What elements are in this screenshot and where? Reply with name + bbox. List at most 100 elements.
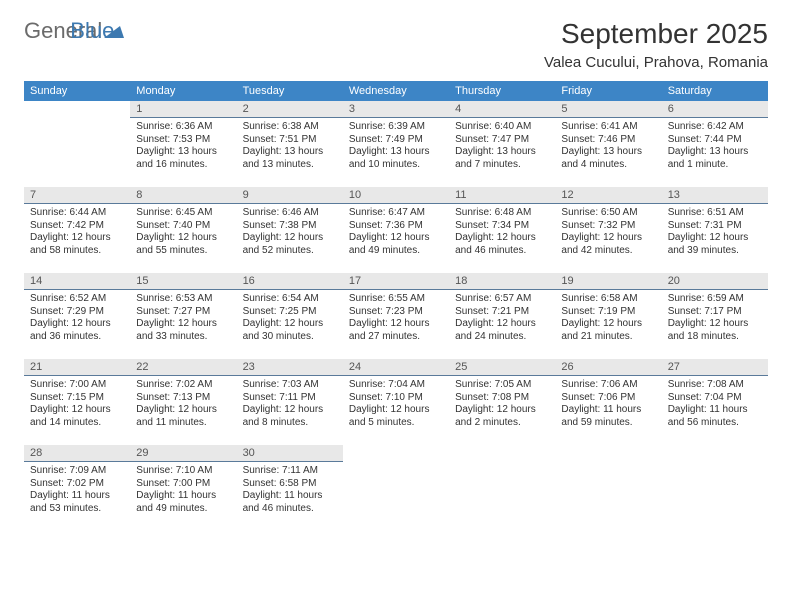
sunrise-text: Sunrise: 6:46 AM — [243, 207, 337, 220]
day-content: Sunrise: 6:55 AMSunset: 7:23 PMDaylight:… — [343, 290, 449, 347]
day-number: 20 — [662, 273, 768, 290]
calendar-table: Sunday Monday Tuesday Wednesday Thursday… — [24, 81, 768, 531]
day-content: Sunrise: 6:42 AMSunset: 7:44 PMDaylight:… — [662, 118, 768, 175]
calendar-cell: 2Sunrise: 6:38 AMSunset: 7:51 PMDaylight… — [237, 101, 343, 187]
calendar-row: 1Sunrise: 6:36 AMSunset: 7:53 PMDaylight… — [24, 101, 768, 187]
sunrise-text: Sunrise: 6:48 AM — [455, 207, 549, 220]
calendar-cell: 12Sunrise: 6:50 AMSunset: 7:32 PMDayligh… — [555, 187, 661, 273]
sunset-text: Sunset: 7:49 PM — [349, 134, 443, 147]
location-subtitle: Valea Cucului, Prahova, Romania — [544, 54, 768, 71]
sunset-text: Sunset: 7:40 PM — [136, 220, 230, 233]
daylight-text: Daylight: 12 hours and 8 minutes. — [243, 404, 337, 429]
sunrise-text: Sunrise: 6:57 AM — [455, 293, 549, 306]
daylight-text: Daylight: 11 hours and 53 minutes. — [30, 490, 124, 515]
calendar-cell: 3Sunrise: 6:39 AMSunset: 7:49 PMDaylight… — [343, 101, 449, 187]
daylight-text: Daylight: 13 hours and 7 minutes. — [455, 146, 549, 171]
calendar-cell — [449, 445, 555, 531]
day-number: 13 — [662, 187, 768, 204]
sunset-text: Sunset: 7:46 PM — [561, 134, 655, 147]
day-content: Sunrise: 7:08 AMSunset: 7:04 PMDaylight:… — [662, 376, 768, 433]
sunrise-text: Sunrise: 7:11 AM — [243, 465, 337, 478]
calendar-cell: 25Sunrise: 7:05 AMSunset: 7:08 PMDayligh… — [449, 359, 555, 445]
day-content: Sunrise: 6:52 AMSunset: 7:29 PMDaylight:… — [24, 290, 130, 347]
daylight-text: Daylight: 13 hours and 13 minutes. — [243, 146, 337, 171]
calendar-cell — [555, 445, 661, 531]
daylight-text: Daylight: 12 hours and 49 minutes. — [349, 232, 443, 257]
daylight-text: Daylight: 11 hours and 56 minutes. — [668, 404, 762, 429]
calendar-cell — [343, 445, 449, 531]
sunrise-text: Sunrise: 6:58 AM — [561, 293, 655, 306]
sunset-text: Sunset: 7:21 PM — [455, 306, 549, 319]
daylight-text: Daylight: 12 hours and 21 minutes. — [561, 318, 655, 343]
sunset-text: Sunset: 7:00 PM — [136, 478, 230, 491]
day-number: 16 — [237, 273, 343, 290]
calendar-cell: 9Sunrise: 6:46 AMSunset: 7:38 PMDaylight… — [237, 187, 343, 273]
day-number: 28 — [24, 445, 130, 462]
sunset-text: Sunset: 7:13 PM — [136, 392, 230, 405]
day-number: 23 — [237, 359, 343, 376]
sunrise-text: Sunrise: 7:05 AM — [455, 379, 549, 392]
day-number: 2 — [237, 101, 343, 118]
sunset-text: Sunset: 7:02 PM — [30, 478, 124, 491]
sunrise-text: Sunrise: 7:08 AM — [668, 379, 762, 392]
day-content: Sunrise: 7:00 AMSunset: 7:15 PMDaylight:… — [24, 376, 130, 433]
daylight-text: Daylight: 13 hours and 1 minute. — [668, 146, 762, 171]
sunset-text: Sunset: 7:47 PM — [455, 134, 549, 147]
day-content: Sunrise: 7:04 AMSunset: 7:10 PMDaylight:… — [343, 376, 449, 433]
day-number: 19 — [555, 273, 661, 290]
daylight-text: Daylight: 12 hours and 14 minutes. — [30, 404, 124, 429]
calendar-cell: 22Sunrise: 7:02 AMSunset: 7:13 PMDayligh… — [130, 359, 236, 445]
sunrise-text: Sunrise: 6:54 AM — [243, 293, 337, 306]
day-content: Sunrise: 6:47 AMSunset: 7:36 PMDaylight:… — [343, 204, 449, 261]
sunrise-text: Sunrise: 7:10 AM — [136, 465, 230, 478]
calendar-cell: 6Sunrise: 6:42 AMSunset: 7:44 PMDaylight… — [662, 101, 768, 187]
sunrise-text: Sunrise: 6:39 AM — [349, 121, 443, 134]
sunset-text: Sunset: 7:08 PM — [455, 392, 549, 405]
daylight-text: Daylight: 12 hours and 24 minutes. — [455, 318, 549, 343]
day-content: Sunrise: 6:48 AMSunset: 7:34 PMDaylight:… — [449, 204, 555, 261]
day-number: 14 — [24, 273, 130, 290]
sunrise-text: Sunrise: 6:45 AM — [136, 207, 230, 220]
calendar-cell: 23Sunrise: 7:03 AMSunset: 7:11 PMDayligh… — [237, 359, 343, 445]
daylight-text: Daylight: 12 hours and 36 minutes. — [30, 318, 124, 343]
day-content: Sunrise: 7:09 AMSunset: 7:02 PMDaylight:… — [24, 462, 130, 519]
sunrise-text: Sunrise: 6:42 AM — [668, 121, 762, 134]
sunrise-text: Sunrise: 6:47 AM — [349, 207, 443, 220]
sunrise-text: Sunrise: 7:06 AM — [561, 379, 655, 392]
sunrise-text: Sunrise: 6:41 AM — [561, 121, 655, 134]
day-number: 10 — [343, 187, 449, 204]
sunset-text: Sunset: 7:51 PM — [243, 134, 337, 147]
day-number: 6 — [662, 101, 768, 118]
weekday-header: Thursday — [449, 81, 555, 101]
weekday-header: Wednesday — [343, 81, 449, 101]
day-content: Sunrise: 7:02 AMSunset: 7:13 PMDaylight:… — [130, 376, 236, 433]
sunrise-text: Sunrise: 7:09 AM — [30, 465, 124, 478]
daylight-text: Daylight: 12 hours and 46 minutes. — [455, 232, 549, 257]
day-content: Sunrise: 6:39 AMSunset: 7:49 PMDaylight:… — [343, 118, 449, 175]
day-content: Sunrise: 6:54 AMSunset: 7:25 PMDaylight:… — [237, 290, 343, 347]
day-number: 18 — [449, 273, 555, 290]
calendar-cell: 28Sunrise: 7:09 AMSunset: 7:02 PMDayligh… — [24, 445, 130, 531]
calendar-cell: 18Sunrise: 6:57 AMSunset: 7:21 PMDayligh… — [449, 273, 555, 359]
daylight-text: Daylight: 12 hours and 58 minutes. — [30, 232, 124, 257]
header: General Blue September 2025 Valea Cuculu… — [24, 18, 768, 71]
sunrise-text: Sunrise: 7:04 AM — [349, 379, 443, 392]
brand-logo: General Blue — [24, 18, 114, 44]
calendar-cell: 10Sunrise: 6:47 AMSunset: 7:36 PMDayligh… — [343, 187, 449, 273]
day-number: 1 — [130, 101, 236, 118]
day-content: Sunrise: 6:51 AMSunset: 7:31 PMDaylight:… — [662, 204, 768, 261]
day-content: Sunrise: 7:10 AMSunset: 7:00 PMDaylight:… — [130, 462, 236, 519]
brand-part2: Blue — [70, 18, 114, 44]
page-title: September 2025 — [544, 18, 768, 50]
day-content: Sunrise: 7:06 AMSunset: 7:06 PMDaylight:… — [555, 376, 661, 433]
sunset-text: Sunset: 7:25 PM — [243, 306, 337, 319]
daylight-text: Daylight: 12 hours and 5 minutes. — [349, 404, 443, 429]
day-content: Sunrise: 6:44 AMSunset: 7:42 PMDaylight:… — [24, 204, 130, 261]
day-number: 4 — [449, 101, 555, 118]
day-content: Sunrise: 7:05 AMSunset: 7:08 PMDaylight:… — [449, 376, 555, 433]
day-content: Sunrise: 7:11 AMSunset: 6:58 PMDaylight:… — [237, 462, 343, 519]
day-content: Sunrise: 6:38 AMSunset: 7:51 PMDaylight:… — [237, 118, 343, 175]
day-number: 17 — [343, 273, 449, 290]
day-content: Sunrise: 6:57 AMSunset: 7:21 PMDaylight:… — [449, 290, 555, 347]
sunset-text: Sunset: 7:38 PM — [243, 220, 337, 233]
